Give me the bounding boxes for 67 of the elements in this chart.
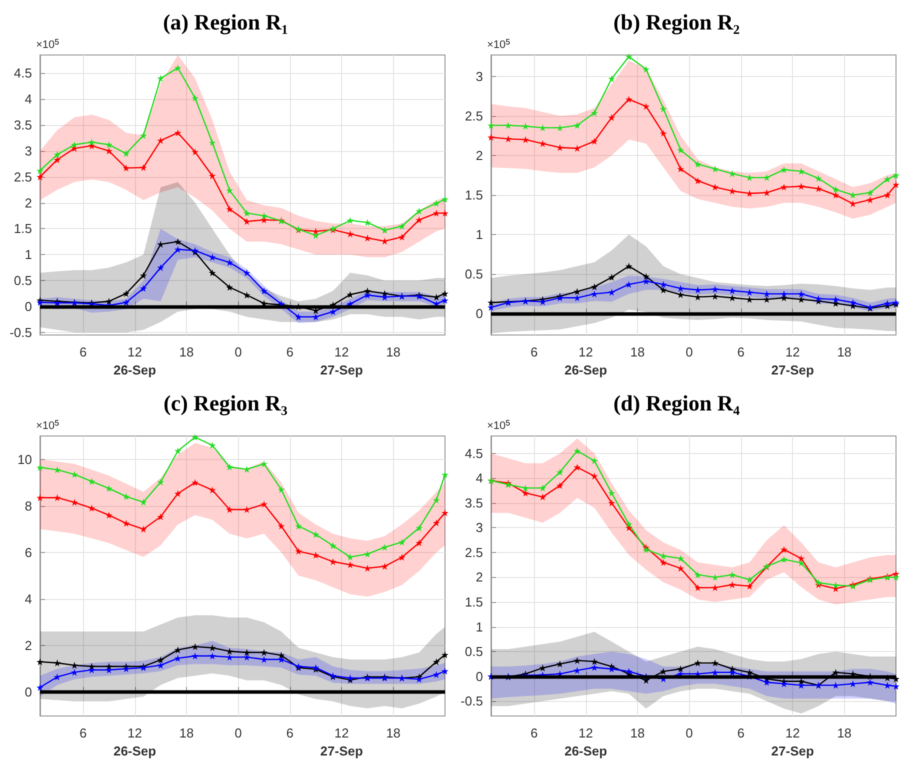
- y-tick-label: 2.5: [464, 544, 483, 560]
- x-tick-label: 12 26-Sep: [564, 726, 608, 758]
- y-tick-label: 2: [24, 638, 32, 653]
- x-tick-label: 6: [530, 344, 538, 360]
- y-tick-label: 2.5: [464, 108, 483, 124]
- y-tick-label: -0.5: [10, 324, 32, 340]
- y-tick-label: 3: [24, 143, 32, 158]
- y-tick-label: 0.5: [14, 273, 32, 288]
- x-tick-label: 18: [179, 344, 194, 360]
- x-tick-label: 12 27-Sep: [771, 344, 814, 378]
- x-tick-label: 0: [686, 726, 693, 740]
- x-tick-label: 18: [837, 726, 852, 740]
- y-tick-label: 2.5: [14, 169, 32, 184]
- x-tick-label: 12 27-Sep: [320, 344, 363, 378]
- x-tick-label: 18: [630, 726, 645, 740]
- y-tick-label: -0.5: [460, 694, 483, 709]
- x-tick-label: 12 27-Sep: [320, 726, 363, 758]
- x-tick-label: 18: [386, 726, 401, 740]
- y-tick-label: 0: [24, 684, 32, 700]
- y-tick-label: 8: [24, 498, 32, 514]
- x-tick-label: 6: [79, 344, 87, 360]
- chart-title: (d) Region R₄: [613, 390, 740, 416]
- y-tick-label: 0: [476, 668, 483, 684]
- y-tick-label: 4: [24, 591, 32, 606]
- y-tick-label: 3: [476, 68, 483, 84]
- y-tick-label: 0.5: [464, 266, 483, 282]
- y-tick-label: 4: [476, 470, 483, 486]
- x-tick-label: 6: [286, 344, 294, 360]
- y-tick-label: 4.5: [464, 446, 483, 461]
- x-tick-label: 12 26-Sep: [564, 344, 608, 378]
- x-tick-label: 0: [686, 344, 693, 360]
- x-tick-label: 6: [286, 726, 294, 740]
- x-tick-label: 6: [79, 726, 87, 740]
- x-tick-label: 12 26-Sep: [113, 344, 156, 378]
- y-tick-label: 3.5: [14, 118, 32, 132]
- y-tick-label: 0: [476, 306, 483, 322]
- y-tick-label: 0: [24, 298, 32, 314]
- x-tick-label: 18: [837, 344, 852, 360]
- x-tick-label: 18: [630, 344, 645, 360]
- x-tick-label: 18: [179, 726, 194, 740]
- x-tick-label: 0: [234, 344, 242, 360]
- y-tick-label: 2: [476, 148, 483, 163]
- x-tick-label: 0: [234, 726, 242, 740]
- y-tick-label: 4.5: [14, 66, 32, 81]
- chart-title: (a) Region R₁: [162, 10, 288, 34]
- y-tick-label: 1.5: [14, 221, 32, 236]
- x-tick-label: 6: [530, 726, 538, 740]
- y-tick-label: 4: [24, 92, 32, 107]
- x-tick-label: 6: [737, 344, 745, 360]
- x-tick-label: 12 26-Sep: [113, 726, 156, 758]
- y-tick-label: 3: [476, 520, 483, 536]
- x-tick-label: 12 27-Sep: [771, 726, 814, 758]
- y-tick-label: 1.5: [464, 594, 483, 610]
- y-tick-label: 1: [24, 247, 32, 262]
- y-tick-label: 2: [24, 195, 32, 210]
- y-tick-label: 6: [24, 544, 32, 560]
- y-tick-label: 10: [18, 452, 32, 467]
- y-tick-label: 0.5: [464, 644, 483, 660]
- y-tick-label: 1.5: [464, 188, 483, 202]
- chart-title: (b) Region R₂: [613, 10, 740, 34]
- x-tick-label: 18: [386, 344, 401, 360]
- y-tick-label: 2: [476, 570, 483, 585]
- x-tick-label: 6: [737, 726, 745, 740]
- chart-title: (c) Region R₃: [164, 390, 288, 416]
- y-tick-label: 3.5: [464, 495, 483, 510]
- y-tick-label: 1: [476, 227, 483, 242]
- y-tick-label: 1: [476, 619, 483, 634]
